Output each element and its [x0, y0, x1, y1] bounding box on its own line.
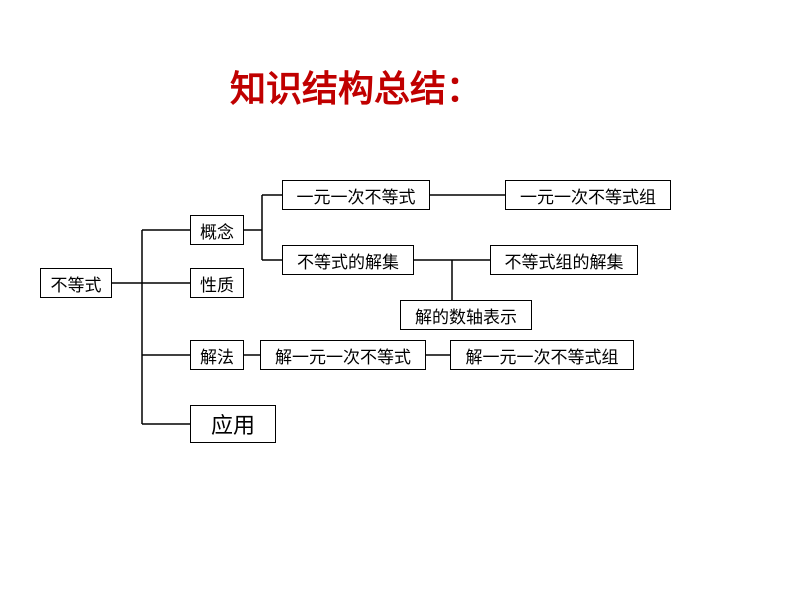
node-concept: 概念 — [190, 215, 244, 245]
node-linear_ineq: 一元一次不等式 — [282, 180, 430, 210]
node-solve_linear_sys: 解一元一次不等式组 — [450, 340, 634, 370]
node-method: 解法 — [190, 340, 244, 370]
node-solve_linear: 解一元一次不等式 — [260, 340, 426, 370]
node-sys_solution_set: 不等式组的解集 — [490, 245, 638, 275]
node-property: 性质 — [190, 268, 244, 298]
node-solution_set: 不等式的解集 — [282, 245, 414, 275]
node-root: 不等式 — [40, 268, 112, 298]
node-applied: 应用 — [190, 405, 276, 443]
node-linear_ineq_sys: 一元一次不等式组 — [505, 180, 671, 210]
node-num_line: 解的数轴表示 — [400, 300, 532, 330]
page-title: 知识结构总结： — [230, 60, 482, 112]
